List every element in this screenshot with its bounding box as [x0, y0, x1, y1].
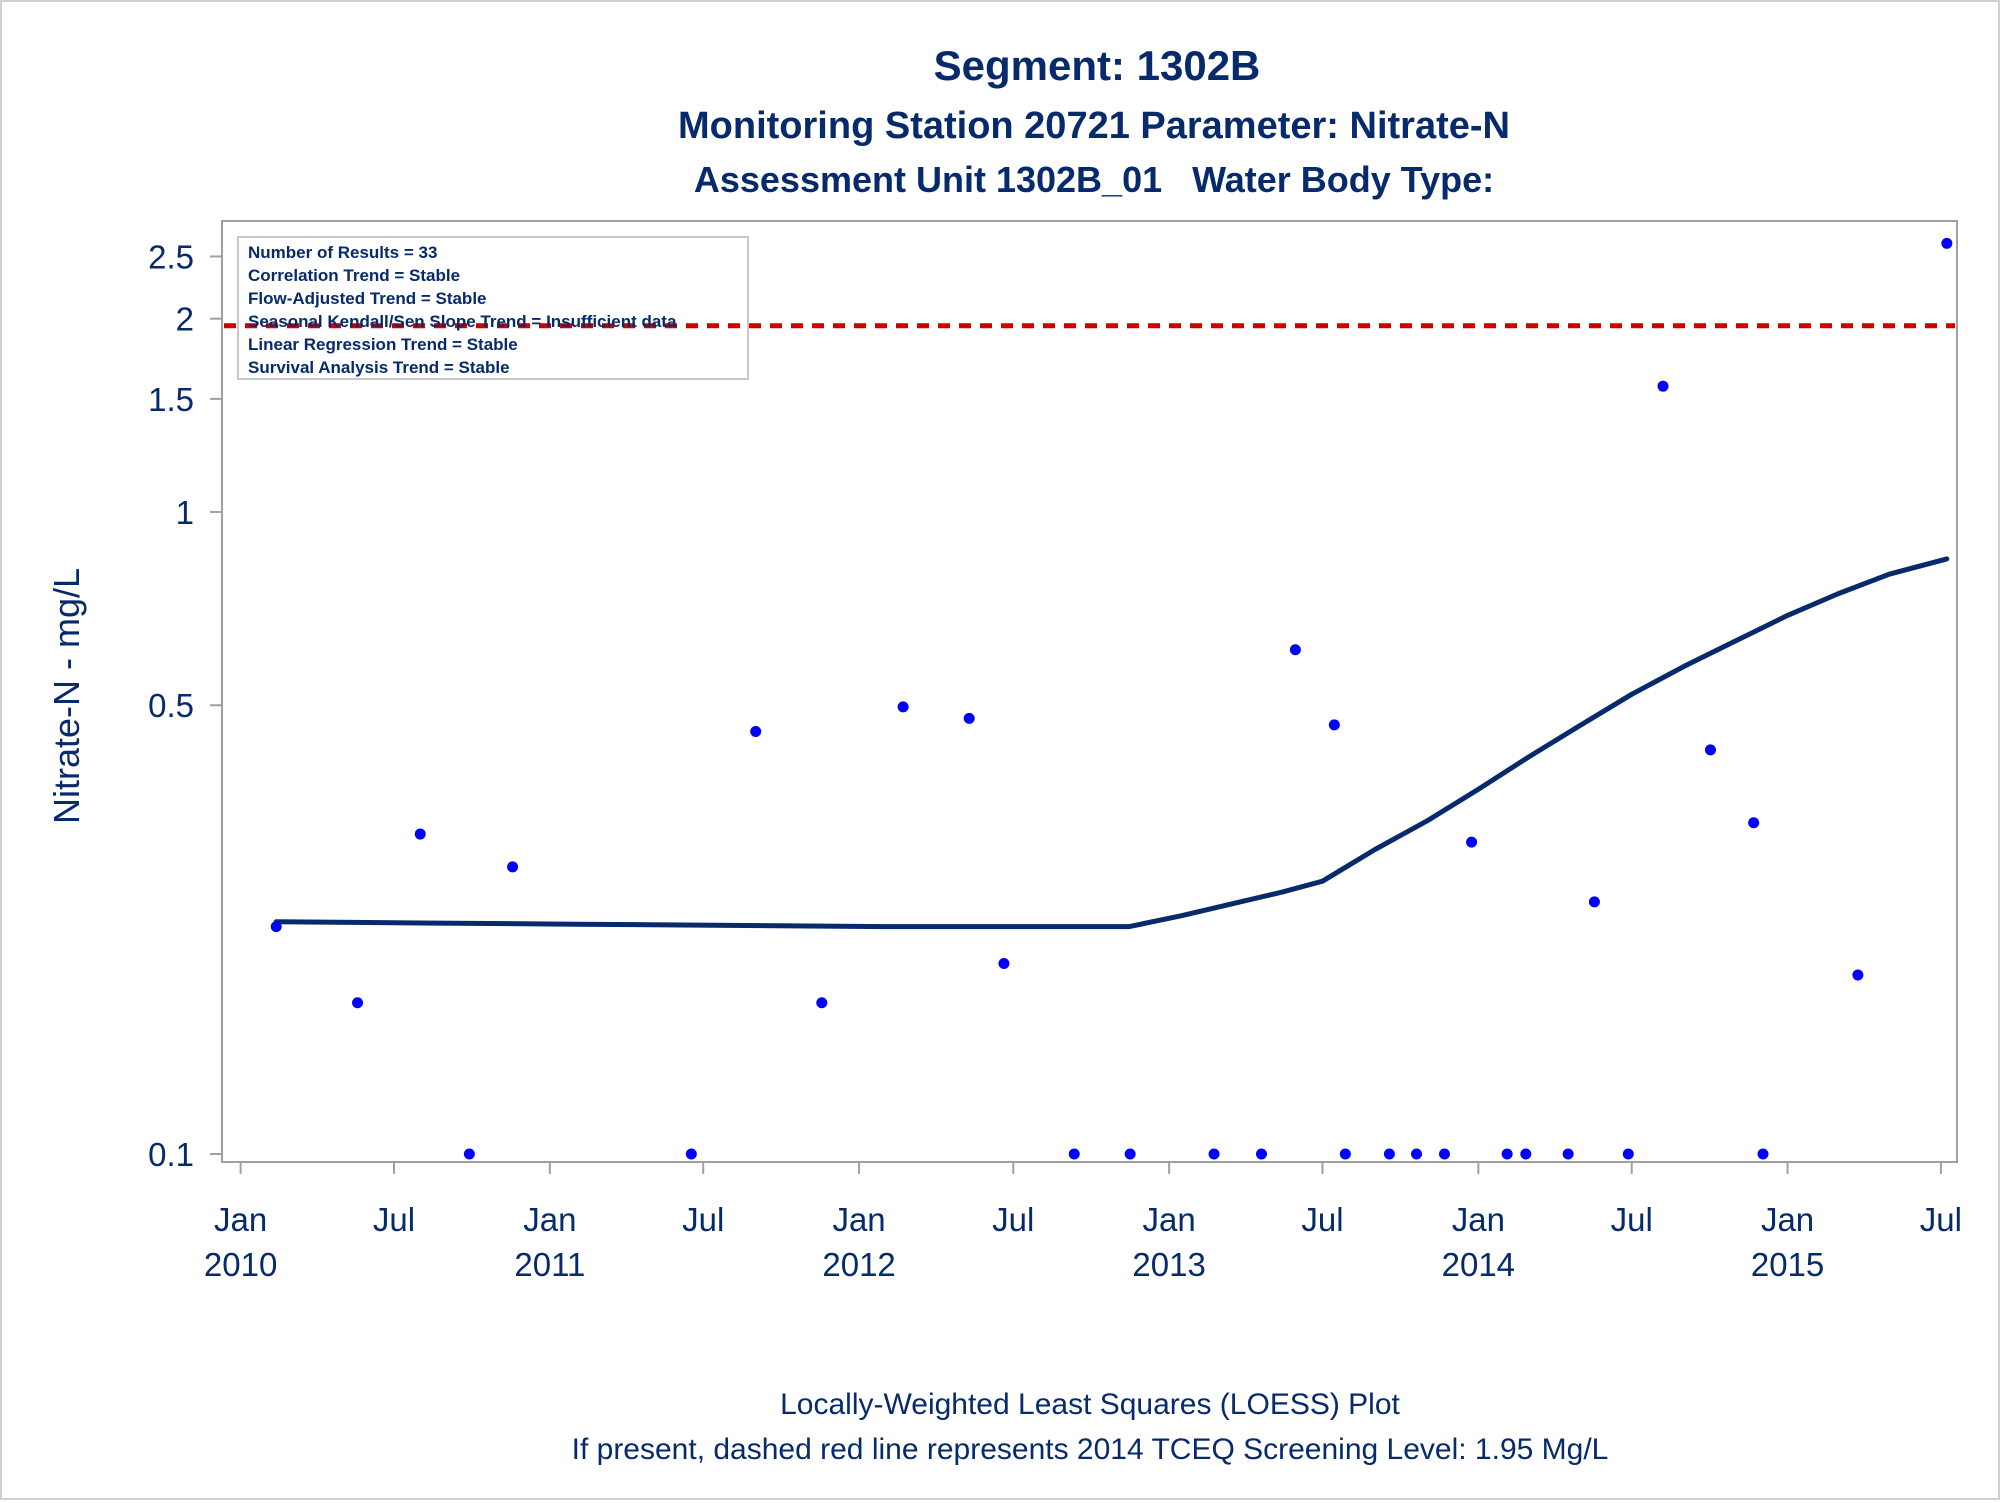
y-tick-label-2: 2 [176, 301, 194, 338]
data-point-12 [1068, 1148, 1080, 1160]
loess-line-layer [273, 556, 1950, 930]
data-point-13 [1124, 1148, 1136, 1160]
info-box-frame [237, 236, 749, 380]
data-point-30 [1748, 817, 1760, 829]
data-point-17 [1328, 719, 1340, 731]
data-point-31 [1757, 1148, 1769, 1160]
x-tick-label-2010-07-01: Jul [373, 1201, 415, 1238]
x-tick-label-2014-01-01: Jan [1452, 1201, 1505, 1238]
chart-title: Segment: 1302B [934, 42, 1261, 89]
data-point-16 [1289, 644, 1301, 656]
info-seasonal-kendall-trend: Seasonal Kendall/Sen Slope Trend = Insuf… [248, 312, 677, 331]
data-point-18 [1339, 1148, 1351, 1160]
chart-subtitle-station: Monitoring Station 20721 Parameter: Nitr… [678, 105, 1510, 147]
x-tick-label-2015-01-01: Jan [1761, 1201, 1814, 1238]
data-point-6 [685, 1148, 697, 1160]
data-point-7 [750, 726, 762, 738]
x-tick-label-2015-07-01: Jul [1920, 1201, 1962, 1238]
plot-area [221, 220, 1958, 1163]
data-point-27 [1622, 1148, 1634, 1160]
y-axis-label: Nitrate-N - mg/L [46, 568, 87, 824]
data-point-14 [1208, 1148, 1220, 1160]
x-tick-year-2010: 2010 [204, 1246, 277, 1283]
data-point-22 [1466, 836, 1478, 848]
x-tick-year-2013: 2013 [1132, 1246, 1205, 1283]
data-point-2 [352, 997, 364, 1009]
data-point-15 [1255, 1148, 1267, 1160]
footnote-screening-level: If present, dashed red line represents 2… [572, 1433, 1609, 1466]
data-point-11 [998, 958, 1010, 970]
info-survival-analysis-trend: Survival Analysis Trend = Stable [248, 358, 510, 377]
data-point-32 [1852, 969, 1864, 981]
x-tick-year-2011: 2011 [514, 1246, 585, 1283]
x-axis: Jan 2010 Jul Jan 2011 Jul Jan 2012 Jul Jan 2013 Jul… [204, 1162, 1962, 1283]
x-tick-label-2013-07-01: Jul [1301, 1201, 1343, 1238]
x-tick-year-2015: 2015 [1751, 1246, 1824, 1283]
info-flow-adjusted-trend: Flow-Adjusted Trend = Stable [248, 289, 487, 308]
info-correlation-trend: Correlation Trend = Stable [248, 266, 460, 285]
data-point-33 [1941, 237, 1953, 249]
x-tick-label-2014-07-01: Jul [1611, 1201, 1653, 1238]
data-points-layer [270, 237, 1953, 1160]
data-point-20 [1411, 1148, 1423, 1160]
data-point-23 [1501, 1148, 1513, 1160]
x-tick-label-2013-01-01: Jan [1143, 1201, 1196, 1238]
chart-subtitle-assessment: Assessment Unit 1302B_01 Water Body Type… [694, 159, 1494, 200]
data-point-26 [1588, 896, 1600, 908]
info-box: Number of Results = 33 Correlation Trend… [237, 236, 749, 380]
x-tick-label-2010-01-01: Jan [214, 1201, 267, 1238]
y-tick-label-1-5: 1.5 [148, 381, 194, 418]
y-tick-label-2-5: 2.5 [148, 238, 194, 275]
data-point-1 [270, 921, 282, 933]
loess-line [273, 556, 1950, 930]
data-point-29 [1704, 744, 1716, 756]
y-tick-label-0-5: 0.5 [148, 687, 194, 724]
data-point-3 [414, 828, 426, 840]
x-tick-label-2012-01-01: Jan [832, 1201, 885, 1238]
x-tick-year-2012: 2012 [822, 1246, 895, 1283]
data-point-9 [897, 701, 909, 713]
x-tick-label-2012-07-01: Jul [992, 1201, 1034, 1238]
y-axis: 0.1 0.5 1 1.5 2 2.5 [148, 238, 222, 1173]
data-point-28 [1657, 380, 1669, 392]
x-tick-year-2014: 2014 [1442, 1246, 1515, 1283]
info-number-of-results: Number of Results = 33 [248, 243, 437, 262]
data-point-19 [1383, 1148, 1395, 1160]
data-point-8 [816, 997, 828, 1009]
data-point-24 [1520, 1148, 1532, 1160]
data-point-25 [1562, 1148, 1574, 1160]
footnote-loess: Locally-Weighted Least Squares (LOESS) P… [780, 1388, 1400, 1421]
info-linear-regression-trend: Linear Regression Trend = Stable [248, 335, 518, 354]
y-tick-label-1: 1 [176, 494, 194, 531]
y-tick-label-0-1: 0.1 [148, 1136, 194, 1173]
data-point-4 [463, 1148, 475, 1160]
data-point-21 [1438, 1148, 1450, 1160]
x-tick-label-2011-01-01: Jan [523, 1201, 576, 1238]
x-tick-label-2011-07-01: Jul [682, 1201, 724, 1238]
data-point-10 [963, 712, 975, 724]
data-point-5 [507, 861, 519, 873]
